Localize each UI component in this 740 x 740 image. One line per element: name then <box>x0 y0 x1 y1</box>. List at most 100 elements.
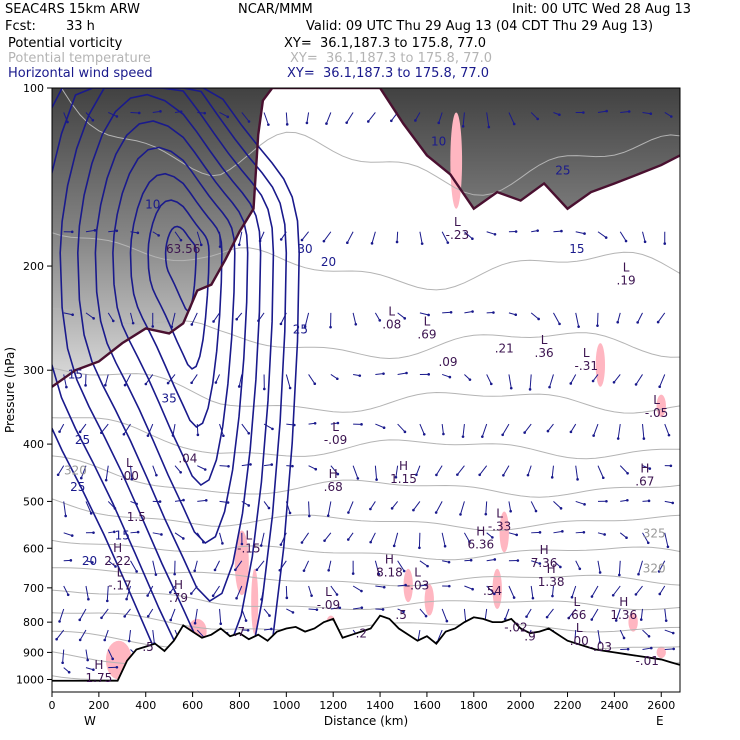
wind-speed-label: 15 <box>569 242 584 256</box>
wind-vector <box>130 465 133 480</box>
wind-vector-head <box>358 374 362 377</box>
wind-vector <box>261 585 265 600</box>
wind-vector <box>619 231 627 242</box>
wind-vector-head <box>427 313 430 317</box>
wind-vector <box>530 585 534 599</box>
wind-vector <box>147 585 154 596</box>
wind-vector-head <box>636 321 639 324</box>
wind-vector <box>657 312 666 323</box>
pv-value-label: .08 <box>382 317 401 331</box>
wind-vector-head <box>135 570 138 573</box>
wind-vector <box>664 608 667 621</box>
wind-vector <box>462 424 465 437</box>
pv-shading-patch <box>499 511 509 553</box>
wind-vector <box>508 532 517 536</box>
wind-vector-head <box>536 229 539 232</box>
wind-vector-head <box>525 615 528 618</box>
center-label: NCAR/MMM <box>238 2 313 17</box>
wind-vector-head <box>471 237 474 241</box>
wind-vector <box>642 424 645 439</box>
wind-vector-head <box>288 386 292 390</box>
wind-vector <box>419 608 427 617</box>
wind-vector <box>241 423 250 434</box>
wind-vector <box>152 532 162 535</box>
wind-vector-head <box>67 670 71 674</box>
wind-vector <box>324 532 332 541</box>
wind-vector-head <box>559 565 562 569</box>
wind-vector <box>397 584 406 587</box>
wind-vector <box>664 532 669 547</box>
wind-vector-head <box>598 641 602 644</box>
theta-contour <box>52 498 680 532</box>
wind-vector <box>236 585 243 599</box>
wind-vector <box>152 629 155 644</box>
wind-vector <box>393 532 399 546</box>
pv-value-label: 1.75 <box>86 671 113 685</box>
y-tick-label: 400 <box>23 438 44 451</box>
wind-vector-head <box>158 500 162 503</box>
wind-vector-head <box>481 435 484 438</box>
wind-vector-head <box>531 596 535 600</box>
wind-vector <box>325 112 332 124</box>
wind-speed-label: 35 <box>162 391 177 405</box>
wind-vector <box>241 608 247 621</box>
wind-vector <box>63 501 67 517</box>
wind-vector-head <box>173 572 176 576</box>
wind-vector-head <box>111 657 114 661</box>
field-xy-pv: XY= 36.1,187.3 to 175.8, 77.0 <box>284 36 487 51</box>
wind-vector <box>62 649 65 663</box>
wind-vector-head <box>468 540 471 543</box>
wind-vector-head <box>300 541 304 544</box>
wind-vector-head <box>157 234 160 237</box>
wind-vector <box>308 585 313 596</box>
wind-vector <box>441 532 446 547</box>
wind-vector <box>419 312 429 316</box>
wind-vector <box>85 649 89 661</box>
wind-vector <box>191 312 198 325</box>
wind-speed-label: 20 <box>82 554 97 568</box>
wind-vector <box>575 231 585 235</box>
wind-vector-head <box>267 123 270 126</box>
wind-vector-head <box>664 619 668 622</box>
wind-vector <box>285 585 288 598</box>
wind-vector <box>617 424 621 439</box>
theta-contour <box>52 539 680 561</box>
pv-extremum-marker: L <box>583 346 590 360</box>
pv-value-label: 2.22 <box>104 554 131 568</box>
wind-vector <box>419 231 423 244</box>
wind-vector-head <box>267 506 271 510</box>
wind-vector-head <box>314 467 318 471</box>
pv-extremum-marker: L <box>454 215 461 229</box>
wind-speed-contour <box>147 199 210 370</box>
wind-vector <box>263 423 273 430</box>
wind-vector-head <box>590 595 594 598</box>
wind-vector-head <box>279 322 283 326</box>
wind-vector-head <box>356 477 360 480</box>
x-tick-label: 800 <box>229 699 250 712</box>
pv-value-label: -.33 <box>488 520 511 534</box>
wind-vector-head <box>415 473 418 477</box>
wind-vector <box>85 501 92 514</box>
wind-vector-head <box>151 325 155 328</box>
wind-vector <box>190 585 198 594</box>
wind-vector <box>124 374 131 386</box>
wind-vector-head <box>111 319 115 323</box>
wind-vector <box>397 312 406 319</box>
wind-vector-head <box>92 668 95 672</box>
wind-vector-head <box>491 536 494 539</box>
wind-vector <box>597 110 607 113</box>
wind-vector <box>575 465 579 480</box>
wind-vector <box>236 312 243 320</box>
wind-vector <box>258 312 265 321</box>
y-tick-label: 800 <box>23 616 44 629</box>
wind-vector-head <box>182 498 185 502</box>
wind-vector-head <box>502 473 505 477</box>
wind-vector <box>664 500 673 504</box>
wind-vector-head <box>179 110 183 113</box>
wind-vector-head <box>412 508 415 512</box>
wind-vector <box>617 312 621 323</box>
wind-vector-head <box>370 242 374 245</box>
wind-vector-head <box>570 595 574 599</box>
wind-vector-head <box>154 573 158 576</box>
wind-vector-head <box>382 372 385 375</box>
